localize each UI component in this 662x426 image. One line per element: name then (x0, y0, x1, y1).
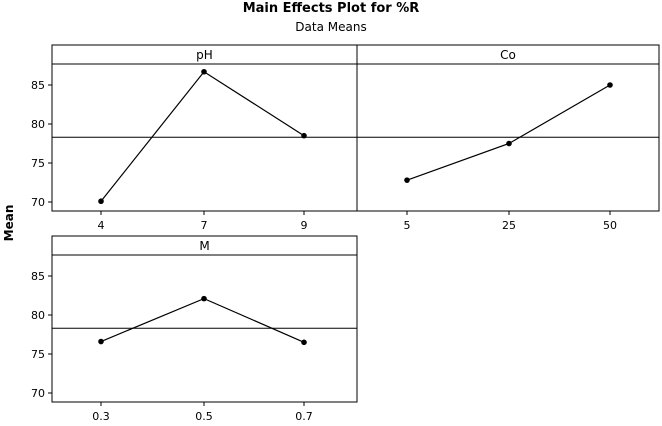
x-tick-label: 0.3 (92, 410, 110, 423)
y-tick-label: 75 (31, 348, 45, 361)
panel-strip-label: Co (500, 48, 516, 62)
x-tick-label: 0.7 (295, 410, 313, 423)
panel-strip-label: pH (196, 48, 213, 62)
series-line (100, 70, 305, 202)
data-point (98, 338, 104, 345)
x-tick-label: 25 (502, 219, 516, 232)
data-point (98, 198, 104, 205)
panel-co: Co 5 25 50 (356, 44, 660, 232)
data-point (201, 68, 207, 75)
y-tick-label: 70 (31, 387, 45, 400)
x-tick-label: 5 (404, 219, 411, 232)
panel-m: M 70 75 80 85 0.3 0.5 0.7 (31, 235, 358, 423)
panel-strip-label: M (199, 239, 209, 253)
x-tick-label: 9 (301, 219, 308, 232)
chart-title: Main Effects Plot for %R (243, 1, 420, 16)
y-tick-label: 80 (31, 118, 45, 131)
data-point (301, 339, 307, 346)
y-tick-label: 70 (31, 196, 45, 209)
series-line (406, 84, 611, 181)
y-tick-label: 85 (31, 79, 45, 92)
x-tick-label: 50 (603, 219, 617, 232)
y-tick-label: 75 (31, 157, 45, 170)
data-point (201, 295, 207, 302)
data-point (506, 140, 512, 147)
y-axis-label: Mean (2, 205, 16, 242)
series-line (100, 297, 305, 343)
x-tick-label: 7 (201, 219, 208, 232)
data-point (607, 82, 613, 88)
chart-subtitle: Data Means (295, 20, 366, 34)
x-tick-label: 0.5 (195, 410, 213, 423)
data-point (301, 132, 307, 139)
y-tick-label: 80 (31, 309, 45, 322)
y-tick-label: 85 (31, 270, 45, 283)
x-tick-label: 4 (98, 219, 105, 232)
data-point (404, 177, 410, 183)
